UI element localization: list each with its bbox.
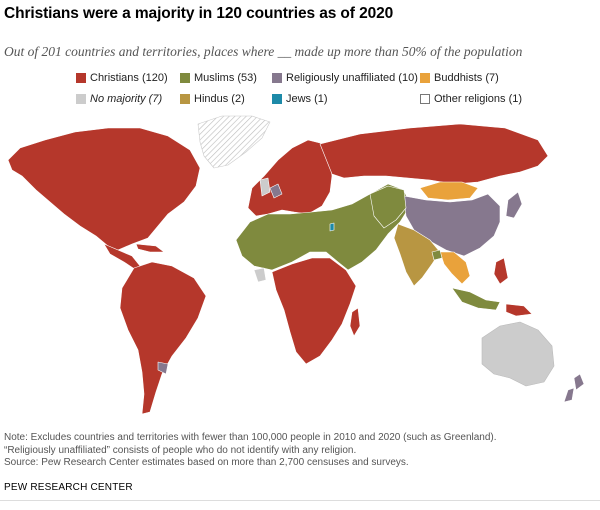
legend-item-muslims: Muslims (53) xyxy=(180,72,257,84)
note-line-2: “Religiously unaffiliated” consists of p… xyxy=(4,444,357,456)
caribbean-region xyxy=(135,243,165,253)
bangladesh-region xyxy=(431,249,443,261)
israel-region xyxy=(329,222,335,232)
legend-label-hindus: Hindus (2) xyxy=(194,93,245,105)
legend-swatch-buddhists xyxy=(420,73,430,83)
note-line-3: Source: Pew Research Center estimates ba… xyxy=(4,457,409,469)
legend-item-jews: Jews (1) xyxy=(272,93,328,105)
legend-label-muslims: Muslims (53) xyxy=(194,72,257,84)
sub-saharan-africa-region xyxy=(271,257,357,365)
europe-unaffiliated-region xyxy=(269,183,283,199)
japan-korea-region xyxy=(505,191,523,219)
legend-row-1: Christians (120) Muslims (53) Religiousl… xyxy=(76,72,596,93)
legend-swatch-no-majority xyxy=(76,94,86,104)
bottom-divider xyxy=(0,500,600,501)
legend-swatch-hindus xyxy=(180,94,190,104)
legend-label-jews: Jews (1) xyxy=(286,93,328,105)
madagascar-region xyxy=(349,307,361,337)
papua-new-guinea-region xyxy=(505,303,533,317)
legend: Christians (120) Muslims (53) Religiousl… xyxy=(76,72,596,114)
north-america-region xyxy=(7,127,201,251)
russia-region xyxy=(319,123,549,185)
note-line-1: Note: Excludes countries and territories… xyxy=(4,432,497,443)
legend-swatch-jews xyxy=(272,94,282,104)
legend-label-other: Other religions (1) xyxy=(434,93,523,105)
map-subtitle: Out of 201 countries and territories, pl… xyxy=(4,44,523,59)
legend-item-christians: Christians (120) xyxy=(76,72,168,84)
greenland-region xyxy=(197,115,271,169)
map-title: Christians were a majority in 120 countr… xyxy=(4,5,394,22)
legend-swatch-muslims xyxy=(180,73,190,83)
uruguay-region xyxy=(157,361,169,375)
europe-region xyxy=(247,139,333,217)
legend-swatch-other xyxy=(420,94,430,104)
organization-credit: PEW RESEARCH CENTER xyxy=(4,482,133,493)
legend-label-no-majority: No majority (7) xyxy=(90,93,163,105)
australia-region xyxy=(481,321,555,387)
note-block: Note: Excludes countries and territories… xyxy=(4,432,596,470)
india-region xyxy=(393,223,441,287)
south-america-region xyxy=(119,261,207,415)
legend-label-buddhists: Buddhists (7) xyxy=(434,72,499,84)
indonesia-region xyxy=(451,287,501,311)
legend-swatch-christians xyxy=(76,73,86,83)
world-map xyxy=(7,115,585,415)
new-zealand-south-region xyxy=(563,387,575,403)
central-asia-region xyxy=(369,185,407,229)
philippines-region xyxy=(493,257,509,285)
legend-label-unaffiliated: Religiously unaffiliated (10) xyxy=(286,72,418,84)
legend-row-2: No majority (7) Hindus (2) Jews (1) Othe… xyxy=(76,93,596,114)
legend-item-no-majority: No majority (7) xyxy=(76,93,162,105)
new-zealand-region xyxy=(573,373,585,391)
legend-item-unaffiliated: Religiously unaffiliated (10) xyxy=(272,72,418,84)
legend-swatch-unaffiliated xyxy=(272,73,282,83)
west-africa-no-majority-region xyxy=(253,267,267,283)
legend-item-buddhists: Buddhists (7) xyxy=(420,72,499,84)
southeast-asia-buddhist-region xyxy=(439,251,471,285)
mongolia-region xyxy=(419,181,479,201)
legend-label-christians: Christians (120) xyxy=(90,72,168,84)
legend-item-other: Other religions (1) xyxy=(420,93,522,105)
uk-region xyxy=(259,177,271,197)
north-africa-middle-east-region xyxy=(235,183,411,271)
legend-item-hindus: Hindus (2) xyxy=(180,93,245,105)
